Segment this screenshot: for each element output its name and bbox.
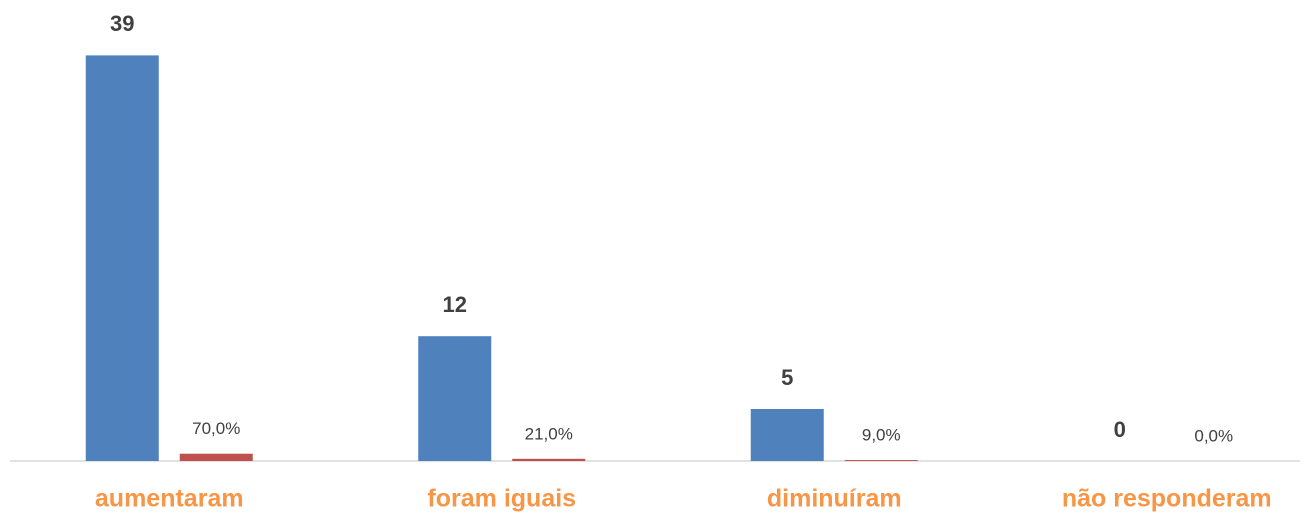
x-tick-label: não responderam: [1062, 485, 1272, 513]
data-label: 21,0%: [525, 424, 573, 443]
data-label: 0,0%: [1194, 426, 1233, 445]
data-label: 39: [110, 11, 134, 36]
bar: [179, 453, 253, 461]
data-label: 70,0%: [192, 419, 240, 438]
x-tick-label: diminuíram: [767, 485, 902, 513]
data-label: 0: [1114, 417, 1126, 442]
bar: [418, 336, 492, 461]
bar: [750, 409, 824, 461]
data-label: 12: [443, 292, 467, 317]
x-tick-label: foram iguais: [427, 485, 576, 513]
bar: [844, 460, 918, 461]
data-label: 9,0%: [862, 426, 901, 445]
bar: [512, 458, 586, 461]
bar: [85, 55, 159, 462]
data-label: 5: [781, 365, 793, 390]
x-tick-label: aumentaram: [95, 485, 244, 513]
